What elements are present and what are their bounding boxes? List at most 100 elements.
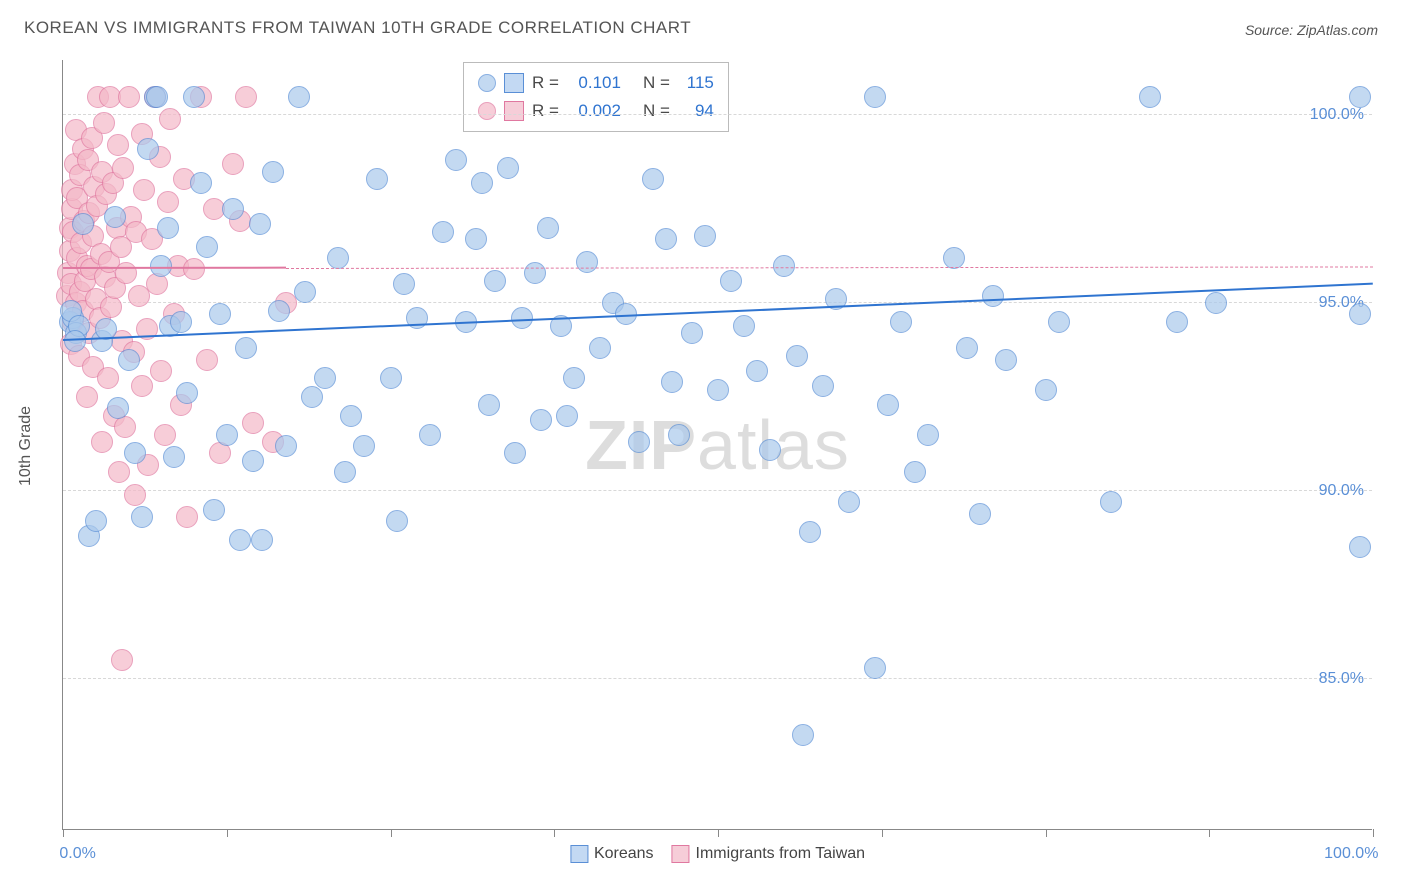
scatter-point (720, 270, 742, 292)
scatter-point (131, 506, 153, 528)
scatter-point (85, 510, 107, 532)
scatter-point (956, 337, 978, 359)
scatter-point (366, 168, 388, 190)
scatter-point (1205, 292, 1227, 314)
scatter-point (484, 270, 506, 292)
scatter-point (864, 657, 886, 679)
scatter-point (114, 416, 136, 438)
scatter-point (353, 435, 375, 457)
scatter-point (146, 86, 168, 108)
scatter-point (190, 172, 212, 194)
scatter-point (386, 510, 408, 532)
scatter-point (812, 375, 834, 397)
legend-stat-row: R =0.002N =94 (478, 97, 714, 125)
scatter-point (216, 424, 238, 446)
scatter-point (1166, 311, 1188, 333)
scatter-point (786, 345, 808, 367)
legend-stat-row: R =0.101N =115 (478, 69, 714, 97)
scatter-point (209, 303, 231, 325)
scatter-point (112, 157, 134, 179)
scatter-point (340, 405, 362, 427)
legend-marker-icon (478, 74, 496, 92)
scatter-point (235, 86, 257, 108)
scatter-point (497, 157, 519, 179)
scatter-point (301, 386, 323, 408)
scatter-point (1048, 311, 1070, 333)
scatter-point (157, 217, 179, 239)
scatter-point (124, 442, 146, 464)
chart-title: KOREAN VS IMMIGRANTS FROM TAIWAN 10TH GR… (24, 18, 691, 38)
xtick (882, 829, 883, 837)
legend-swatch-icon (672, 845, 690, 863)
scatter-point (154, 424, 176, 446)
legend-swatch-icon (504, 73, 524, 93)
scatter-point (576, 251, 598, 273)
scatter-point (393, 273, 415, 295)
scatter-point (170, 311, 192, 333)
xtick-label: 100.0% (1324, 845, 1378, 863)
scatter-point (504, 442, 526, 464)
scatter-point (209, 442, 231, 464)
scatter-point (93, 112, 115, 134)
scatter-point (183, 258, 205, 280)
scatter-point (707, 379, 729, 401)
gridline-h (63, 114, 1372, 115)
scatter-point (864, 86, 886, 108)
scatter-point (838, 491, 860, 513)
scatter-point (792, 724, 814, 746)
scatter-point (76, 386, 98, 408)
scatter-point (118, 349, 140, 371)
scatter-point (556, 405, 578, 427)
gridline-h (63, 490, 1372, 491)
scatter-point (681, 322, 703, 344)
scatter-point (150, 360, 172, 382)
scatter-point (1139, 86, 1161, 108)
scatter-point (890, 311, 912, 333)
scatter-point (203, 499, 225, 521)
ytick-label: 85.0% (1307, 670, 1364, 688)
gridline-h (63, 302, 1372, 303)
legend-r-label: R = (532, 97, 559, 125)
scatter-point (628, 431, 650, 453)
legend-stats: R =0.101N =115R =0.002N =94 (463, 62, 729, 132)
scatter-point (91, 431, 113, 453)
scatter-point (537, 217, 559, 239)
scatter-point (969, 503, 991, 525)
scatter-point (746, 360, 768, 382)
scatter-point (242, 412, 264, 434)
scatter-point (655, 228, 677, 250)
scatter-point (904, 461, 926, 483)
xtick (1209, 829, 1210, 837)
xtick (1046, 829, 1047, 837)
legend-n-value: 115 (678, 69, 714, 97)
scatter-point (917, 424, 939, 446)
legend-swatch-icon (570, 845, 588, 863)
gridline-h (63, 678, 1372, 679)
legend-item: Koreans (570, 845, 654, 863)
scatter-point (642, 168, 664, 190)
scatter-point (157, 191, 179, 213)
scatter-point (1035, 379, 1057, 401)
scatter-point (943, 247, 965, 269)
xtick (227, 829, 228, 837)
scatter-point (661, 371, 683, 393)
xtick (63, 829, 64, 837)
scatter-point (327, 247, 349, 269)
scatter-point (163, 446, 185, 468)
scatter-point (124, 484, 146, 506)
scatter-point (107, 134, 129, 156)
scatter-point (183, 86, 205, 108)
legend-r-value: 0.101 (567, 69, 621, 97)
scatter-point (294, 281, 316, 303)
xtick (554, 829, 555, 837)
scatter-point (733, 315, 755, 337)
scatter-point (251, 529, 273, 551)
scatter-point (1100, 491, 1122, 513)
scatter-point (176, 382, 198, 404)
scatter-point (115, 262, 137, 284)
watermark: ZIPatlas (585, 405, 850, 485)
scatter-point (108, 461, 130, 483)
ytick-label: 90.0% (1307, 482, 1364, 500)
scatter-point (445, 149, 467, 171)
scatter-point (314, 367, 336, 389)
